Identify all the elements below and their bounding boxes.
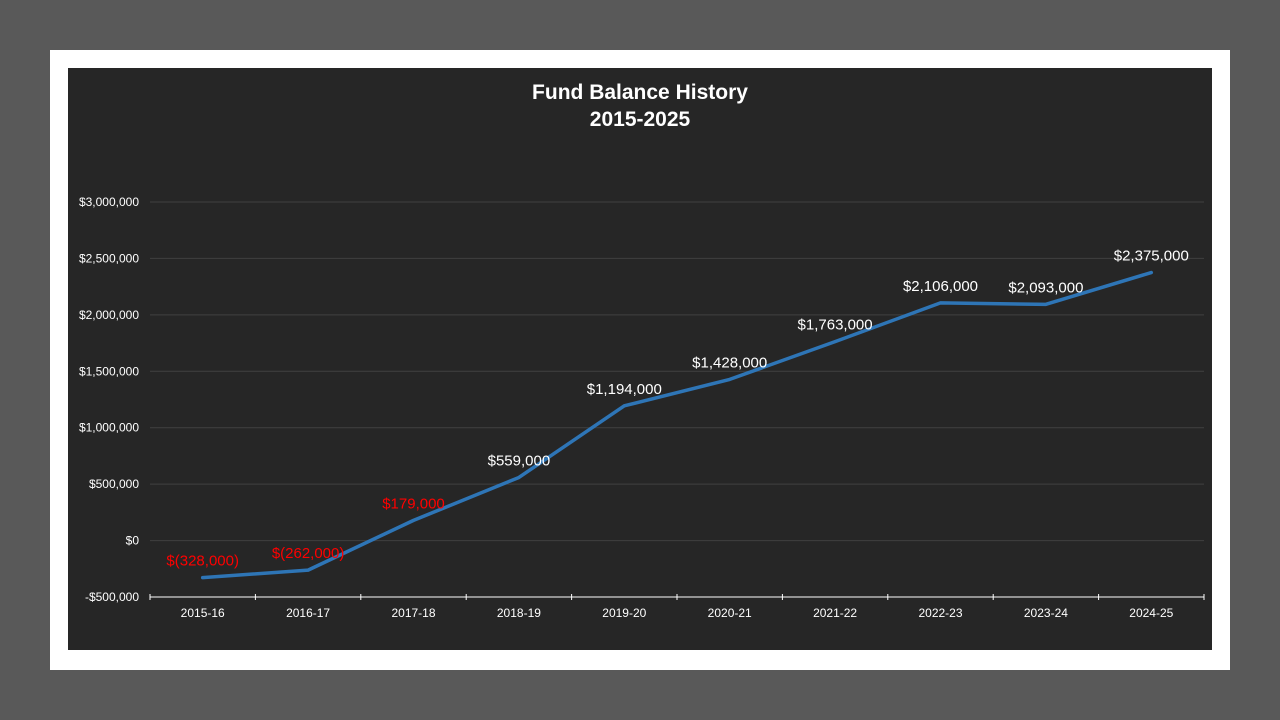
x-tick-label: 2020-21 [708,606,752,620]
x-tick-label: 2022-23 [918,606,962,620]
x-tick-label: 2021-22 [813,606,857,620]
y-tick-label: $2,000,000 [79,308,139,322]
data-label: $179,000 [382,495,445,512]
y-tick-label: -$500,000 [85,590,139,604]
data-label: $1,194,000 [587,381,662,398]
y-tick-label: $500,000 [89,477,139,491]
data-label: $2,093,000 [1008,279,1083,296]
data-label: $(328,000) [166,553,239,570]
y-tick-label: $2,500,000 [79,251,139,265]
data-label: $2,106,000 [903,278,978,295]
line-plot: $3,000,000 $2,500,000 $2,000,000 $1,500,000… [79,195,1205,620]
y-tick-label: $3,000,000 [79,195,139,209]
fund-balance-line [200,270,1154,580]
x-tick-label: 2024-25 [1129,606,1173,620]
chart-title: Fund Balance History [532,81,748,104]
data-label: $(262,000) [272,545,345,562]
data-label: $1,428,000 [692,354,767,371]
chart-area: Fund Balance History 2015-2025 $3,000,00… [68,68,1212,650]
x-tick-label: 2019-20 [602,606,646,620]
x-tick-label: 2018-19 [497,606,541,620]
x-tick-label: 2017-18 [391,606,435,620]
x-tick-label: 2015-16 [181,606,225,620]
data-label: $1,763,000 [798,317,873,334]
x-tick-label: 2023-24 [1024,606,1068,620]
data-label: $2,375,000 [1114,248,1189,265]
data-label: $559,000 [488,452,551,469]
chart-subtitle: 2015-2025 [589,108,691,131]
y-tick-label: $1,500,000 [79,364,139,378]
y-tick-label: $1,000,000 [79,421,139,435]
chart-frame: Fund Balance History 2015-2025 $3,000,00… [50,50,1230,670]
y-tick-label: $0 [126,534,140,548]
x-tick-label: 2016-17 [286,606,330,620]
